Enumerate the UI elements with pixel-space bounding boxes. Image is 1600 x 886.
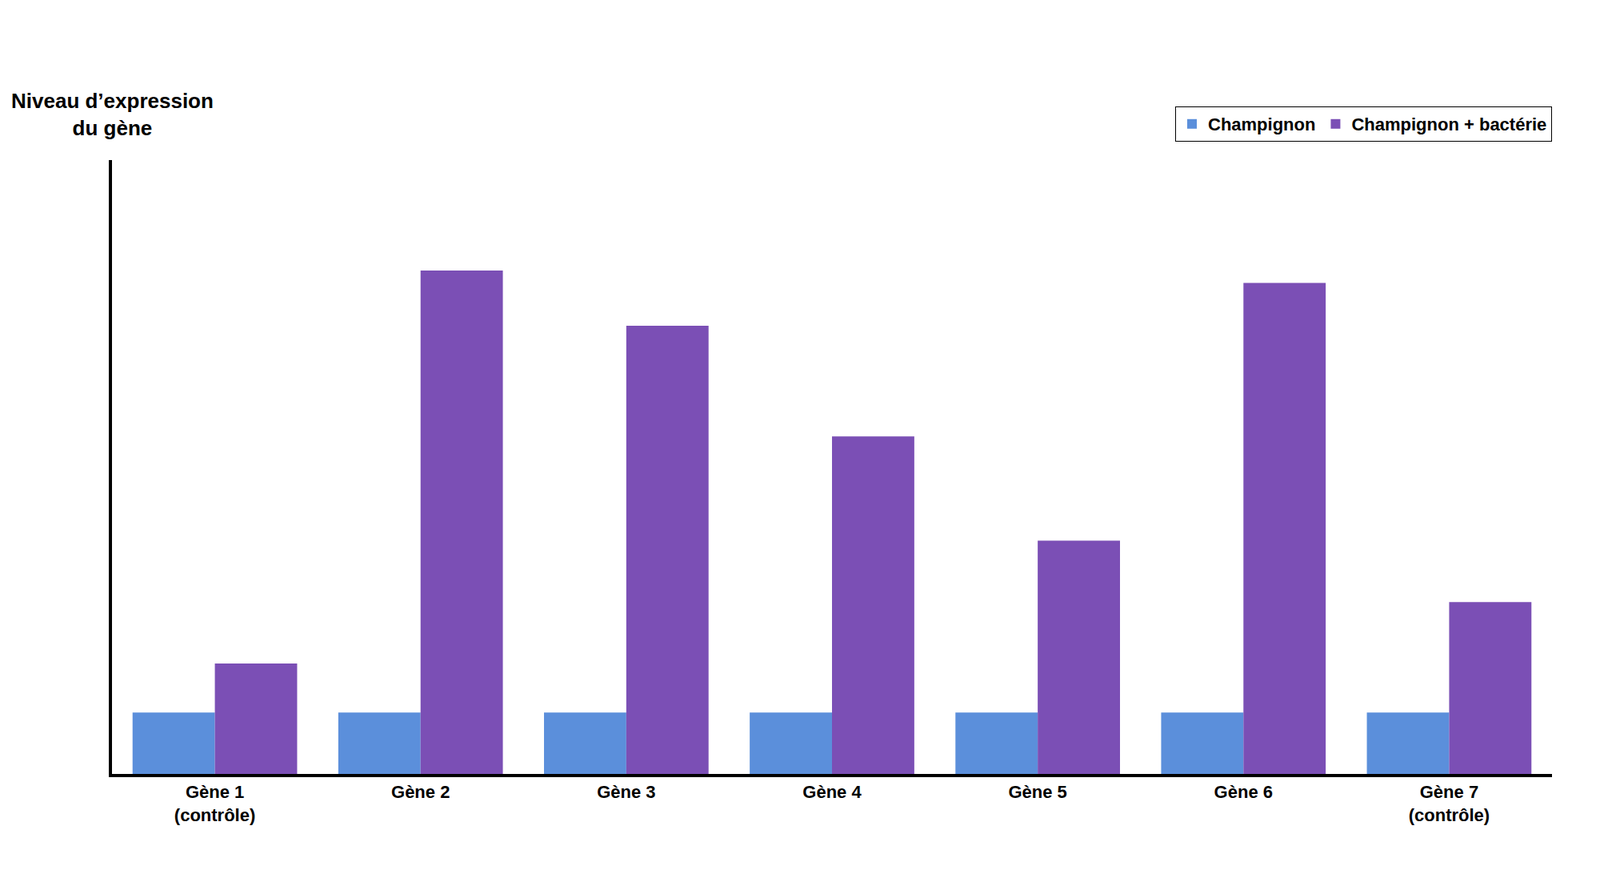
svg-text:Niveau d’expressiondu gène: Niveau d’expressiondu gène xyxy=(11,88,214,140)
svg-text:Gène 7(contrôle): Gène 7(contrôle) xyxy=(1408,781,1490,825)
svg-text:Gène 2: Gène 2 xyxy=(391,781,450,802)
svg-text:Champignon + bactérie: Champignon + bactérie xyxy=(1351,114,1547,135)
svg-text:Gène 4: Gène 4 xyxy=(802,781,862,802)
svg-text:Gène 5: Gène 5 xyxy=(1008,781,1067,802)
svg-text:Gène 6: Gène 6 xyxy=(1214,781,1273,802)
svg-text:Gène 3: Gène 3 xyxy=(596,781,656,802)
svg-text:Champignon: Champignon xyxy=(1208,114,1316,135)
svg-text:Gène 1(contrôle): Gène 1(contrôle) xyxy=(174,781,256,825)
